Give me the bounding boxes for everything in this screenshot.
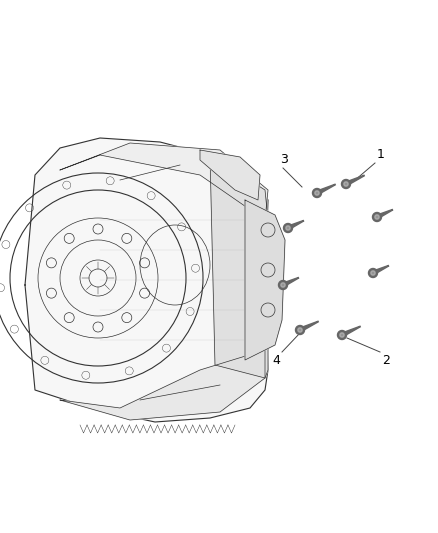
Text: 1: 1 bbox=[377, 148, 385, 161]
Circle shape bbox=[279, 280, 287, 289]
Text: 2: 2 bbox=[382, 354, 390, 367]
Text: 3: 3 bbox=[280, 153, 288, 166]
Polygon shape bbox=[245, 200, 285, 360]
Circle shape bbox=[368, 269, 378, 278]
Polygon shape bbox=[200, 150, 260, 200]
Circle shape bbox=[312, 189, 321, 198]
Polygon shape bbox=[373, 209, 392, 220]
Circle shape bbox=[286, 226, 290, 230]
Polygon shape bbox=[313, 184, 335, 196]
Circle shape bbox=[340, 333, 344, 337]
Circle shape bbox=[342, 180, 350, 189]
Polygon shape bbox=[60, 350, 265, 420]
Polygon shape bbox=[60, 143, 268, 220]
Polygon shape bbox=[338, 326, 360, 338]
Circle shape bbox=[283, 223, 293, 232]
Polygon shape bbox=[284, 221, 304, 231]
Circle shape bbox=[281, 282, 285, 287]
Circle shape bbox=[315, 191, 319, 195]
Circle shape bbox=[372, 213, 381, 222]
Polygon shape bbox=[25, 138, 268, 422]
Circle shape bbox=[344, 182, 348, 186]
Polygon shape bbox=[342, 175, 364, 187]
Circle shape bbox=[371, 271, 375, 275]
Polygon shape bbox=[296, 321, 318, 333]
Circle shape bbox=[296, 326, 304, 335]
Polygon shape bbox=[210, 155, 268, 378]
Circle shape bbox=[338, 330, 346, 340]
Text: 4: 4 bbox=[272, 354, 280, 367]
Circle shape bbox=[298, 328, 302, 332]
Circle shape bbox=[375, 215, 379, 219]
Polygon shape bbox=[279, 278, 299, 288]
Polygon shape bbox=[369, 265, 389, 276]
